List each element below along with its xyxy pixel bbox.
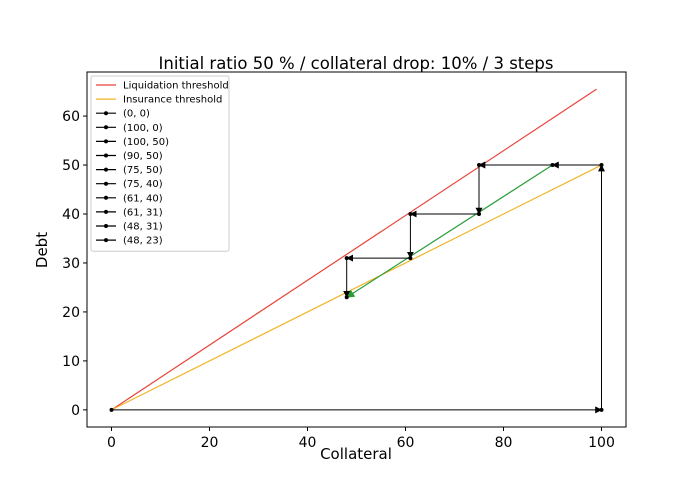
step-point-2: [599, 163, 604, 168]
x-tick-label-80: 80: [495, 435, 513, 451]
step-point-5: [477, 212, 481, 216]
x-tick-label-40: 40: [299, 435, 317, 451]
y-tick-label-30: 30: [62, 256, 80, 272]
step-point-7: [408, 256, 413, 261]
legend-label-61-40: (61, 40): [123, 193, 163, 204]
legend-label-75-50: (75, 50): [123, 165, 163, 176]
collateral-path-line: [345, 164, 553, 298]
x-tick-label-100: 100: [588, 435, 615, 451]
legend-box: [90, 75, 230, 252]
legend-marker-75-40: [104, 181, 108, 186]
legend-label-100-50: (100, 50): [123, 137, 169, 148]
legend-marker-90-50: [104, 153, 108, 158]
legend-marker-48-23: [104, 238, 108, 243]
step-point-9: [344, 295, 349, 300]
x-tick-label-20: 20: [201, 435, 219, 451]
step-point-3: [550, 163, 555, 168]
x-tick-label-0: 0: [107, 435, 116, 451]
legend-marker-0-0: [104, 111, 108, 116]
legend-marker-100-0: [104, 125, 108, 130]
insurance-threshold-line: [111, 164, 602, 411]
step-point-8: [344, 256, 349, 261]
legend-label-100-0: (100, 0): [123, 123, 163, 134]
x-axis-label: Collateral: [320, 445, 392, 463]
legend-label-liquidation-threshold: Liquidation threshold: [123, 81, 229, 92]
y-tick-label-20: 20: [62, 305, 80, 321]
chart-title: Initial ratio 50 % / collateral drop: 10…: [159, 54, 554, 73]
y-tick-label-0: 0: [71, 403, 80, 419]
legend-label-48-31: (48, 31): [123, 222, 163, 233]
legend-label-48-23: (48, 23): [123, 236, 163, 247]
legend-label-insurance-threshold: Insurance threshold: [123, 95, 222, 106]
step-point-6: [408, 212, 413, 216]
step-point-4: [477, 163, 481, 168]
y-tick-label-50: 50: [62, 158, 80, 174]
legend-label-61-31: (61, 31): [123, 207, 163, 218]
legend-marker-100-50: [104, 139, 108, 144]
legend: Liquidation threshold Insurance threshold…: [90, 75, 230, 252]
x-tick-label-60: 60: [397, 435, 415, 451]
y-axis-label: Debt: [33, 232, 51, 268]
legend-label-90-50: (90, 50): [123, 151, 163, 162]
legend-marker-61-31: [104, 209, 108, 214]
legend-marker-48-31: [104, 224, 108, 228]
liquidation-threshold-line: [111, 88, 597, 411]
legend-label-0-0: (0, 0): [123, 109, 150, 120]
y-tick-label-10: 10: [62, 354, 80, 370]
legend-marker-61-40: [104, 195, 108, 200]
y-tick-label-60: 60: [62, 109, 80, 125]
y-tick-label-40: 40: [62, 207, 80, 223]
step-point-0: [109, 407, 114, 412]
plot-frame: [86, 71, 627, 428]
step-point-1: [599, 407, 604, 412]
legend-marker-75-50: [104, 167, 108, 172]
legend-label-75-40: (75, 40): [123, 179, 163, 190]
